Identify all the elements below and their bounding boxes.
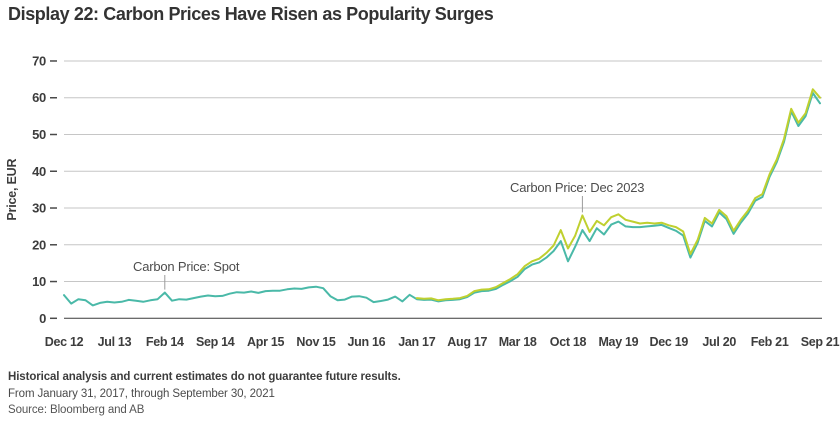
x-tick-label: Jul 13 <box>98 335 132 349</box>
y-tick-label: 10 <box>32 274 46 289</box>
y-tick-label: 50 <box>32 127 46 142</box>
x-tick-label: Jul 20 <box>702 335 736 349</box>
x-tick-label: May 19 <box>598 335 638 349</box>
footnote-period: From January 31, 2017, through September… <box>8 388 275 400</box>
y-tick-label: 60 <box>32 90 46 105</box>
x-tick-label: Dec 19 <box>650 335 689 349</box>
dec2023-price-line <box>415 88 821 302</box>
x-tick-label: Feb 14 <box>146 335 184 349</box>
x-tick-label: Aug 17 <box>447 335 487 349</box>
x-tick-label: Dec 12 <box>45 335 84 349</box>
footnote-disclaimer: Historical analysis and current estimate… <box>8 371 401 383</box>
y-tick-label: 0 <box>39 311 46 326</box>
x-tick-label: Sep 14 <box>196 335 235 349</box>
y-axis-title: Price, EUR <box>5 159 19 221</box>
y-tick-label: 30 <box>32 201 46 216</box>
footnote-source: Source: Bloomberg and AB <box>8 404 145 416</box>
x-tick-label: Nov 15 <box>296 335 336 349</box>
annotation-label-dec2023: Carbon Price: Dec 2023 <box>510 180 644 195</box>
x-tick-label: Sep 21 <box>801 335 840 349</box>
x-tick-label: Apr 15 <box>247 335 284 349</box>
y-tick-label: 70 <box>32 53 46 68</box>
spot-price-line <box>63 92 821 307</box>
annotation-label-spot: Carbon Price: Spot <box>133 259 240 274</box>
x-tick-label: Oct 18 <box>550 335 587 349</box>
x-tick-label: Mar 18 <box>499 335 537 349</box>
x-tick-label: Feb 21 <box>751 335 789 349</box>
chart-title: Display 22: Carbon Prices Have Risen as … <box>8 4 494 24</box>
y-tick-label: 20 <box>32 237 46 252</box>
y-tick-label: 40 <box>32 164 46 179</box>
x-tick-label: Jan 17 <box>398 335 435 349</box>
x-tick-label: Jun 16 <box>347 335 385 349</box>
